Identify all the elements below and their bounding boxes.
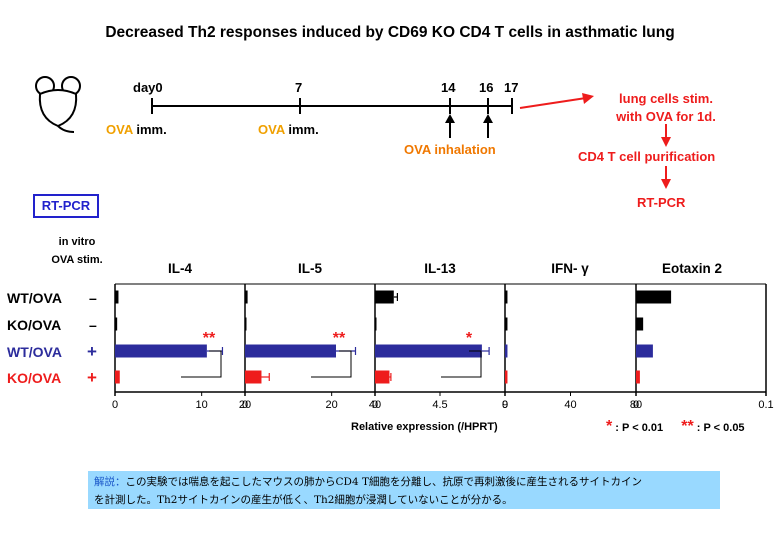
rtpcr-box: RT-PCR	[33, 194, 99, 218]
significance-bracket	[311, 350, 352, 378]
tick-label: 80	[630, 399, 642, 411]
page-title: Decreased Th2 responses induced by CD69 …	[105, 24, 675, 41]
bar	[245, 370, 262, 384]
bar	[636, 290, 672, 304]
note-line-1: この実験では喘息を起こしたマウスの肺からCD4 T細胞を分離し、抗原で再刺激後に…	[125, 476, 642, 488]
bar	[375, 370, 390, 384]
legend-double-label: : P < 0.05	[696, 422, 745, 434]
expression-bar-chart: 0 10 20**0 20 40**0 4.5 9*0 40 800 0.1	[112, 283, 774, 411]
bar	[115, 344, 207, 358]
significance-bracket	[441, 350, 482, 378]
bar	[115, 317, 118, 331]
day-label-7: 7	[295, 80, 303, 95]
invitro-stim-label: in vitro OVA stim.	[51, 236, 103, 266]
bar	[505, 344, 508, 358]
significance-bracket	[181, 350, 222, 378]
day-label-14: 14	[441, 80, 456, 95]
panel-title-il13: IL-13	[424, 261, 456, 276]
bar	[636, 370, 640, 384]
bar	[375, 344, 482, 358]
bar	[636, 344, 653, 358]
row-label-ko-ova-stim: KO/OVA +	[7, 368, 97, 387]
tick-label: 10	[196, 399, 208, 411]
panel-title-ifng: IFN- γ	[551, 261, 589, 276]
flow-step-purification: CD4 T cell purification	[578, 149, 716, 164]
bar	[245, 344, 336, 358]
tick-label: 20	[326, 399, 338, 411]
significance-stars: **	[203, 330, 216, 347]
tick-label: 0	[633, 399, 639, 411]
row-label-wt-ova-stim: WT/OVA +	[7, 342, 97, 361]
tick-label: 20	[239, 399, 251, 411]
tick-label: 4.5	[432, 399, 447, 411]
bar	[245, 290, 248, 304]
explanation-note: 解説：この実験では喘息を起こしたマウスの肺からCD4 T細胞を分離し、抗原で再刺…	[88, 471, 720, 509]
legend-single-label: : P < 0.01	[615, 422, 664, 434]
inhalation-arrows	[445, 114, 493, 138]
tick-label: 9	[502, 399, 508, 411]
ova-inhalation-label: OVA inhalation	[404, 142, 496, 157]
bar	[505, 317, 508, 331]
row-label-wt-ova-unstim: WT/OVA –	[7, 290, 97, 306]
tick-label: 40	[369, 399, 381, 411]
tick-label: 0	[112, 399, 118, 411]
legend-double-star: **	[681, 418, 694, 435]
flow-step-stimulation: lung cells stim. with OVA for 1d.	[616, 91, 716, 124]
flow-arrows	[519, 93, 671, 189]
bar	[245, 317, 247, 331]
panel-title-il4: IL-4	[167, 261, 192, 276]
bar	[375, 317, 377, 331]
bar	[505, 370, 508, 384]
note-line-2: を計測した。Th2サイトカインの産生が低く、Th2細胞が浸潤していないことが分か…	[94, 494, 513, 506]
ova-imm-label-day7: OVA imm.	[258, 122, 319, 137]
panel-title-il5: IL-5	[297, 261, 322, 276]
row-label-ko-ova-unstim: KO/OVA –	[7, 317, 97, 333]
legend-single-star: *	[606, 418, 613, 435]
mouse-icon	[35, 76, 81, 133]
significance-stars: **	[333, 330, 346, 347]
x-axis-label: Relative expression (/HPRT)	[351, 421, 498, 433]
day-label-0: day0	[133, 80, 163, 95]
timeline-axis	[151, 98, 513, 114]
significance-stars: *	[466, 330, 473, 347]
bar	[115, 370, 120, 384]
tick-label: 0	[372, 399, 378, 411]
panel-title-eotaxin2: Eotaxin 2	[661, 261, 723, 276]
flow-step-rtpcr: RT-PCR	[637, 195, 686, 210]
tick-label: 0.1	[758, 399, 773, 411]
tick-label: 0	[242, 399, 248, 411]
bar	[115, 290, 119, 304]
day-label-17: 17	[504, 80, 519, 95]
bar	[505, 290, 508, 304]
note-head: 解説：	[94, 476, 126, 488]
tick-label: 0	[502, 399, 508, 411]
tick-label: 40	[564, 399, 576, 411]
bar	[636, 317, 644, 331]
bar	[375, 290, 394, 304]
ova-imm-label-day0: OVA imm.	[106, 122, 167, 137]
significance-legend: * : P < 0.01 ** : P < 0.05	[606, 418, 745, 436]
day-label-16: 16	[479, 80, 494, 95]
